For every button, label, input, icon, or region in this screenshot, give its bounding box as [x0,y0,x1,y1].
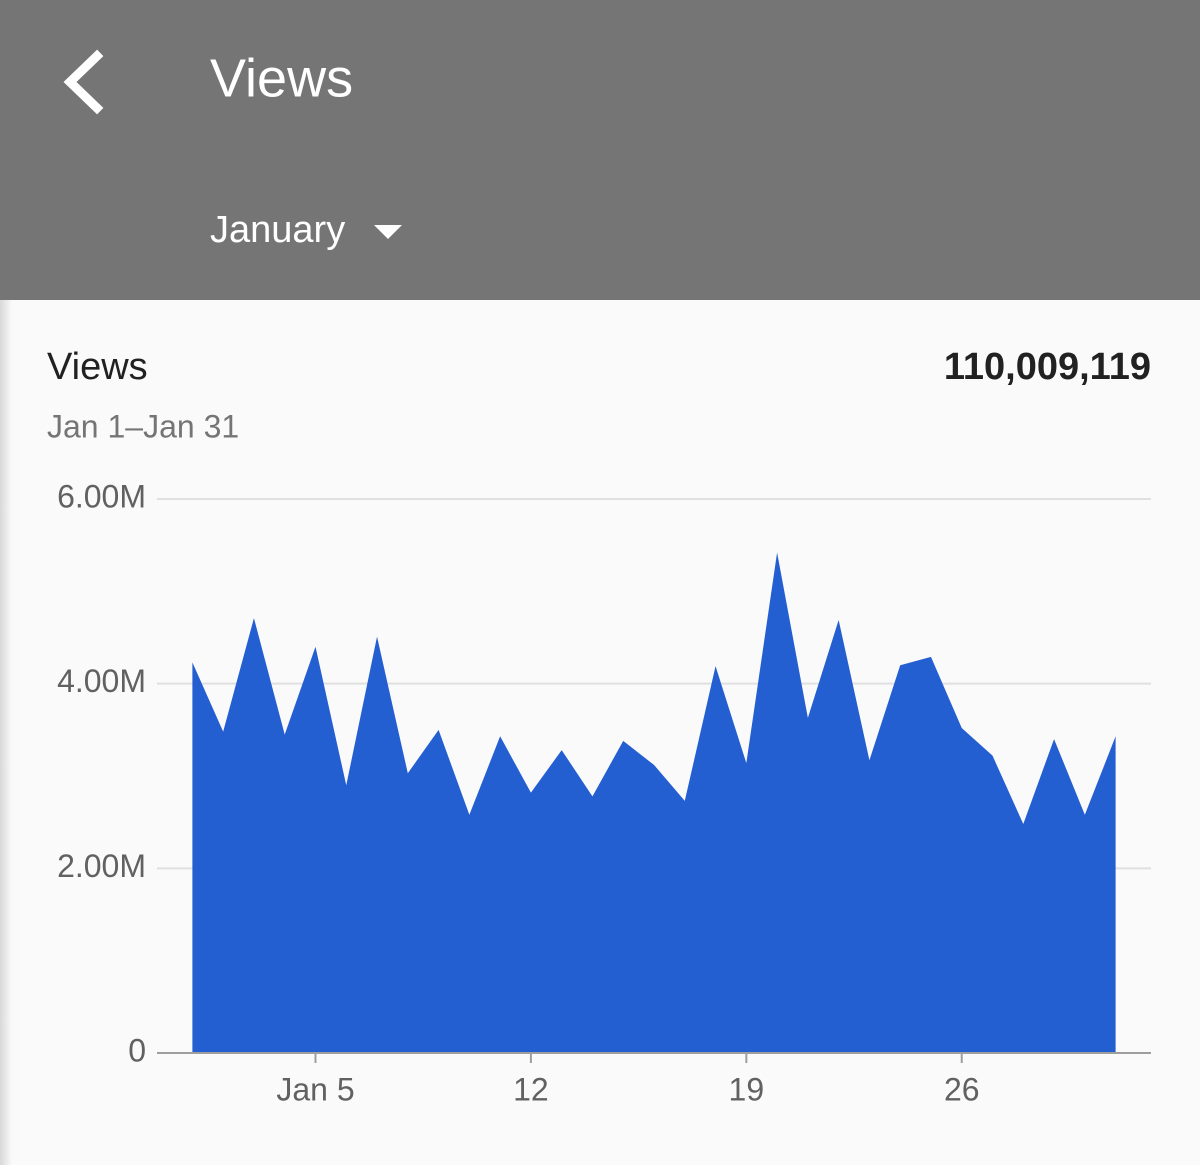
x-tick-label: 19 [729,1071,765,1107]
y-tick-label: 2.00M [57,848,146,884]
page-title: Views [210,48,353,108]
area [192,552,1116,1053]
y-tick-label: 4.00M [57,663,146,699]
period-dropdown[interactable]: January [210,209,402,251]
y-tick-label: 0 [128,1032,146,1068]
app-bar [0,0,1200,300]
total-value: 110,009,119 [944,346,1151,388]
x-tick-label: 26 [944,1071,980,1107]
date-range: Jan 1–Jan 31 [47,408,239,444]
back-button[interactable] [63,49,104,115]
card-title: Views [47,346,148,388]
period-label: January [210,209,345,251]
y-tick-label: 6.00M [57,478,146,514]
dropdown-arrow [374,225,402,239]
x-tick-label: Jan 5 [276,1071,354,1107]
edge-shadow [0,300,12,1165]
x-tick-label: 12 [513,1071,549,1107]
